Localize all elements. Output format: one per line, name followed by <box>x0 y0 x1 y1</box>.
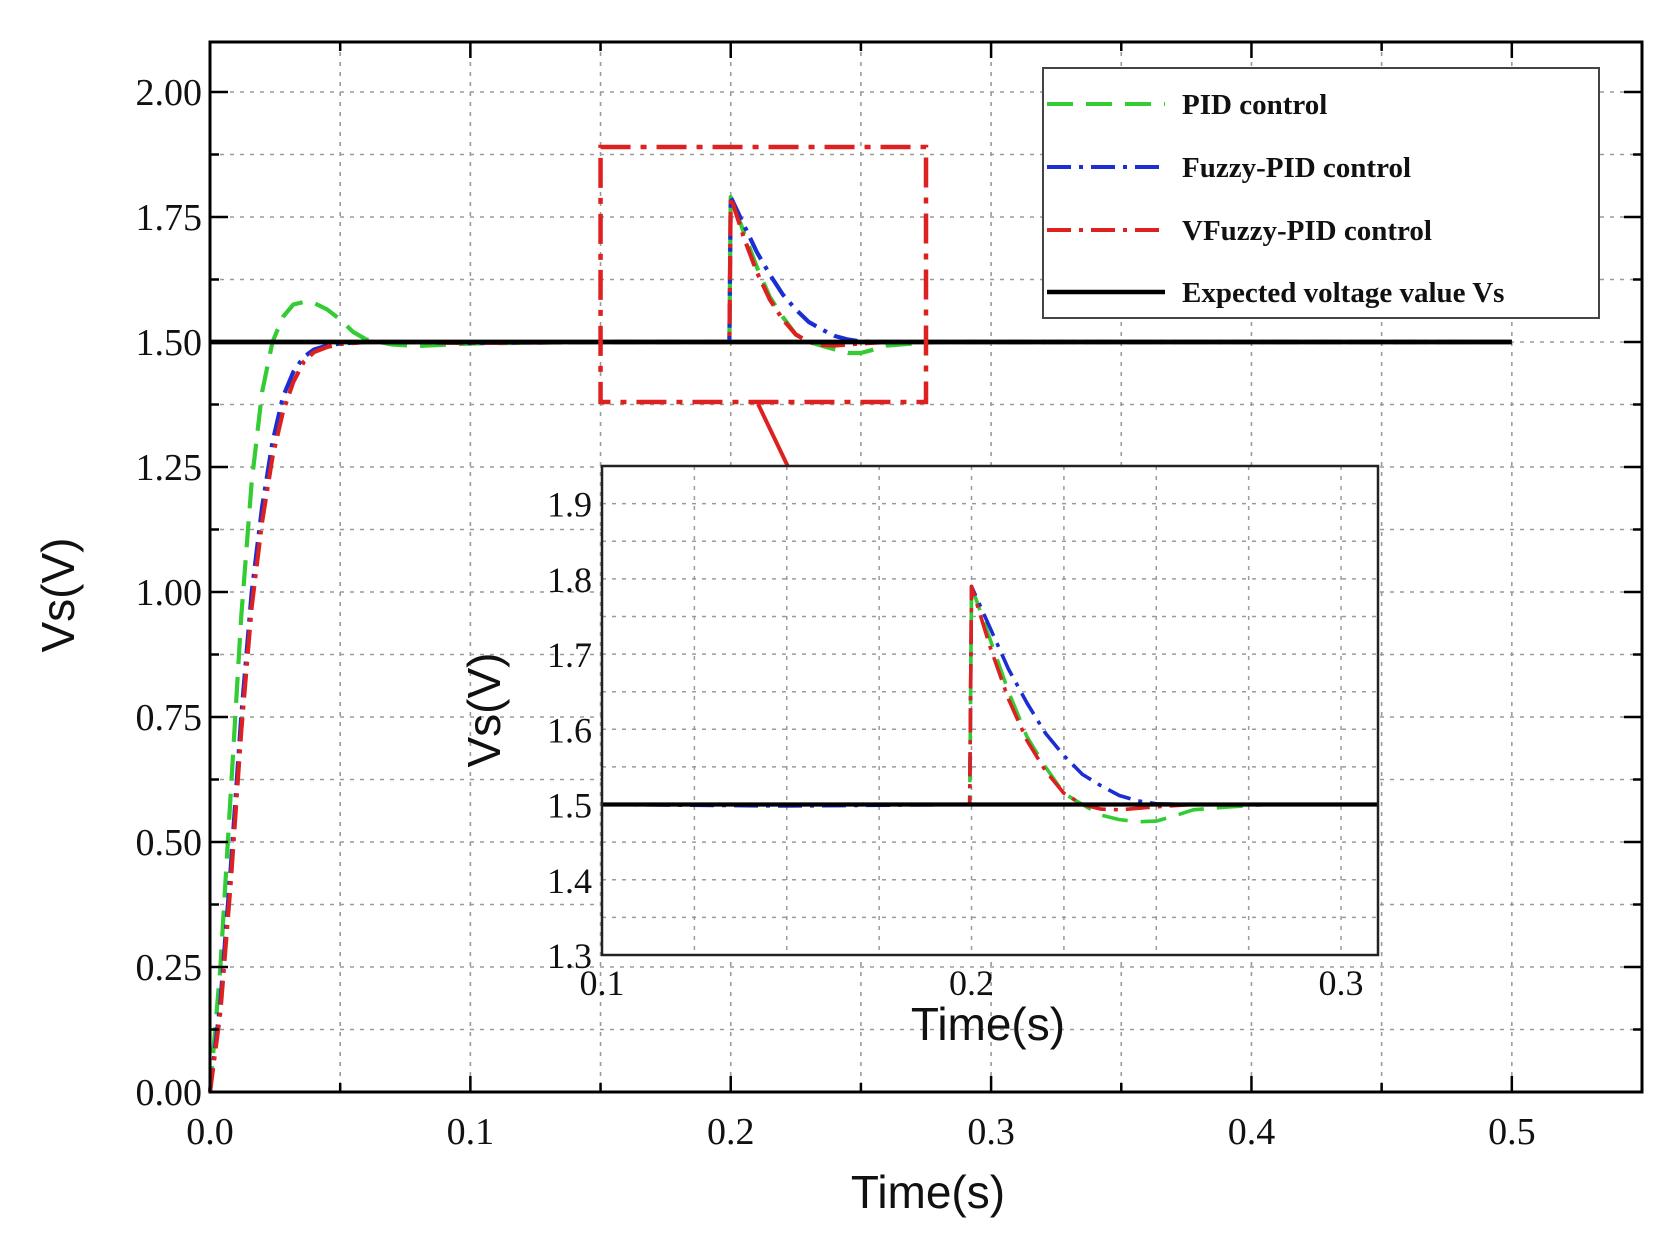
inset-y-tick-label: 1.9 <box>547 485 592 525</box>
inset-y-tick-label: 1.6 <box>547 710 592 750</box>
inset-grid <box>602 466 1378 955</box>
y-tick-label: 0.00 <box>136 1072 203 1114</box>
inset-y-axis-label: Vs(V) <box>458 653 510 768</box>
main-tick-labels: 0.0 0.1 0.2 0.3 0.4 0.5 0.00 0.25 0.50 0.75 1.00 1.… <box>136 72 1536 1153</box>
x-tick-label: 0.1 <box>447 1111 495 1153</box>
main-plot: 0.0 0.1 0.2 0.3 0.4 0.5 0.00 0.25 0.50 0.75 1.00 1.… <box>136 40 1644 1153</box>
y-tick-label: 1.00 <box>136 572 203 614</box>
inset-plot: 0.1 0.2 0.3 1.3 1.4 1.5 1.6 1.7 1.8 1.9 Time(s) V… <box>458 464 1380 1050</box>
legend-label: Fuzzy-PID control <box>1182 152 1411 184</box>
inset-x-tick-label: 0.1 <box>580 963 625 1003</box>
legend-box <box>1042 67 1600 319</box>
x-axis-label: Time(s) <box>851 1166 1005 1218</box>
x-tick-label: 0.4 <box>1228 1111 1276 1153</box>
inset-x-axis-label: Time(s) <box>911 998 1065 1050</box>
inset-y-tick-label: 1.5 <box>547 786 592 826</box>
y-tick-label: 2.00 <box>136 72 203 114</box>
series-line-vfuzzy-pid-control <box>602 584 1378 812</box>
y-tick-label: 0.50 <box>136 822 203 864</box>
inset-y-tick-label: 1.3 <box>547 936 592 976</box>
x-tick-label: 0.5 <box>1488 1111 1536 1153</box>
x-tick-label: 0.2 <box>707 1111 755 1153</box>
series-line-vfuzzy-pid-control <box>207 194 1512 1093</box>
y-tick-label: 1.50 <box>136 322 203 364</box>
y-tick-label: 1.75 <box>136 197 203 239</box>
inset-series-group <box>602 584 1378 824</box>
zoom-box <box>598 144 929 405</box>
y-tick-label: 0.25 <box>136 947 203 989</box>
legend: PID control Fuzzy-PID control VFuzzy-PID c… <box>1042 67 1600 319</box>
x-tick-label: 0.3 <box>967 1111 1015 1153</box>
main-grid <box>210 42 1642 1092</box>
inset-x-tick-label: 0.2 <box>949 963 994 1003</box>
inset-y-tick-label: 1.8 <box>547 560 592 600</box>
y-tick-label: 1.25 <box>136 447 203 489</box>
inset-plot-frame <box>600 464 1380 957</box>
legend-label: PID control <box>1182 89 1327 121</box>
legend-label: VFuzzy-PID control <box>1182 215 1432 247</box>
inset-y-tick-label: 1.4 <box>547 861 592 901</box>
series-line-fuzzy-pid-control <box>602 584 1378 808</box>
main-plot-frame <box>208 40 1644 1094</box>
legend-label: Expected voltage value Vs <box>1182 277 1504 309</box>
inset-background <box>602 466 1378 955</box>
x-tick-label: 0.0 <box>186 1111 234 1153</box>
inset-y-tick-label: 1.7 <box>547 635 592 675</box>
y-tick-label: 0.75 <box>136 697 203 739</box>
inset-tick-labels: 0.1 0.2 0.3 1.3 1.4 1.5 1.6 1.7 1.8 1.9 <box>547 485 1364 1003</box>
y-axis-label: Vs(V) <box>32 538 84 653</box>
inset-x-tick-label: 0.3 <box>1319 963 1364 1003</box>
